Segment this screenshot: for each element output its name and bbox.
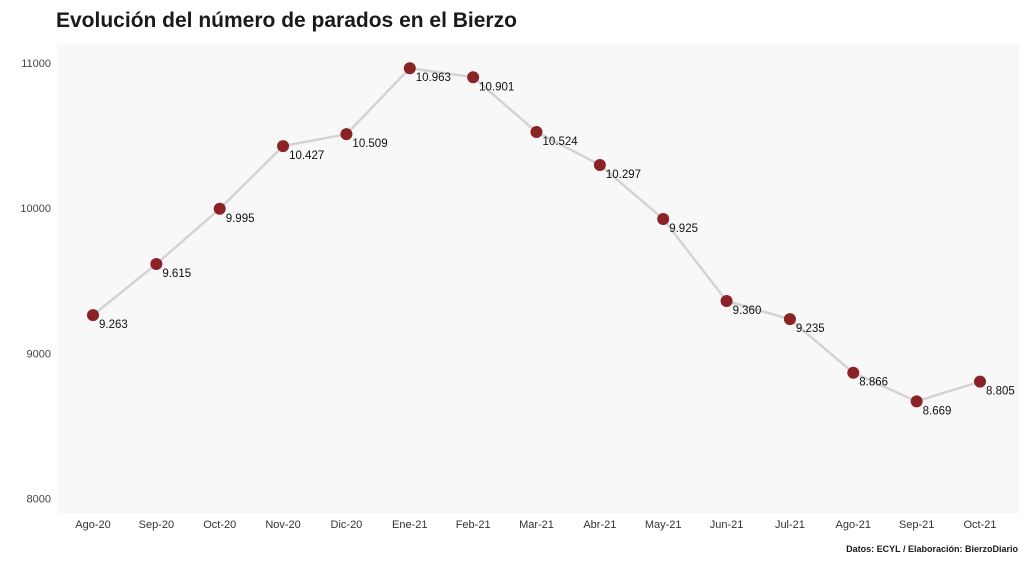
source-note: Datos: ECYL / Elaboración: BierzoDiario <box>846 544 1018 554</box>
data-label: 9.925 <box>669 223 698 235</box>
y-tick-label: 9000 <box>27 348 51 360</box>
data-label: 9.615 <box>162 268 191 280</box>
data-label: 9.995 <box>226 213 255 225</box>
x-tick-label: Abr-21 <box>583 519 616 531</box>
data-point <box>910 395 923 408</box>
plot-background <box>57 44 1019 513</box>
data-label: 10.509 <box>352 138 387 150</box>
x-tick-label: Mar-21 <box>519 519 554 531</box>
data-point <box>213 202 226 215</box>
x-tick-label: Jul-21 <box>775 519 805 531</box>
data-label: 10.901 <box>479 81 514 93</box>
x-tick-label: Jun-21 <box>710 519 744 531</box>
data-points <box>87 62 986 408</box>
x-tick-label: Oct-21 <box>963 519 996 531</box>
x-tick-label: Sep-20 <box>139 519 174 531</box>
data-label: 8.669 <box>923 405 952 417</box>
y-tick-label: 10000 <box>20 203 51 215</box>
data-label: 8.866 <box>859 377 888 389</box>
y-axis: 8000 9000 10000 11000 <box>20 58 51 506</box>
x-tick-label: Sep-21 <box>899 519 934 531</box>
data-point <box>974 375 986 388</box>
data-point <box>720 295 733 308</box>
data-labels: 9.263 9.615 9.995 10.427 10.509 10.963 10.901 1… <box>99 72 1015 417</box>
chart-title: Evolución del número de parados en el Bi… <box>56 9 517 32</box>
data-point <box>783 313 796 326</box>
data-point <box>340 128 353 141</box>
data-label: 9.360 <box>733 305 762 317</box>
x-tick-label: Oct-20 <box>203 519 236 531</box>
x-tick-label: Ago-21 <box>836 519 871 531</box>
data-point <box>657 212 670 225</box>
data-label: 10.297 <box>606 169 641 181</box>
data-point <box>150 257 163 270</box>
data-label: 10.963 <box>416 72 451 84</box>
data-point <box>593 158 606 171</box>
x-tick-label: Feb-21 <box>456 519 491 531</box>
data-label: 9.263 <box>99 319 128 331</box>
data-label: 9.235 <box>796 323 825 335</box>
data-point <box>467 71 480 84</box>
data-point <box>530 125 543 138</box>
data-point <box>87 309 99 322</box>
x-axis: Ago-20 Sep-20 Oct-20 Nov-20 Dic-20 Ene-21 Feb-… <box>75 519 996 531</box>
x-tick-label: Dic-20 <box>331 519 363 531</box>
x-tick-label: Ene-21 <box>392 519 427 531</box>
data-point <box>277 140 290 153</box>
data-label: 10.427 <box>289 150 324 162</box>
x-tick-label: Ago-20 <box>75 519 110 531</box>
data-label: 8.805 <box>986 386 1015 398</box>
data-label: 10.524 <box>543 136 579 148</box>
x-tick-label: Nov-20 <box>265 519 300 531</box>
data-point <box>403 62 416 75</box>
y-tick-label: 8000 <box>27 493 51 505</box>
data-point <box>847 366 860 379</box>
x-tick-label: May-21 <box>645 519 682 531</box>
y-tick-label: 11000 <box>21 58 51 70</box>
